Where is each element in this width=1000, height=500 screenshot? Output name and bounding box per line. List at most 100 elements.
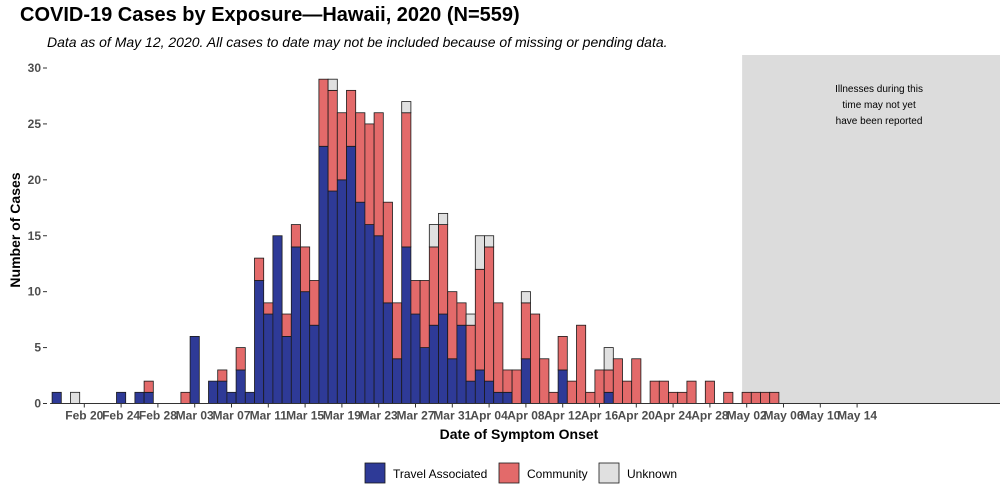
bar-community-2020-04-22 [649, 380, 660, 404]
bar-community-2020-02-27 [143, 380, 154, 393]
bar-community-2020-04-04 [484, 246, 495, 382]
x-tick-label: Apr 04 [470, 409, 508, 423]
bar-community-2020-03-15 [300, 246, 311, 293]
bar-unknown-2020-04-03 [474, 235, 485, 270]
bar-travel-2020-03-11 [263, 313, 274, 404]
x-tick-label: May 06 [763, 409, 803, 423]
bar-travel-2020-04-01 [456, 324, 467, 404]
bar-travel-2020-02-24 [116, 391, 127, 404]
bar-community-2020-03-18 [327, 89, 338, 192]
bar-community-2020-03-14 [290, 224, 301, 248]
bar-travel-2020-04-03 [474, 369, 485, 404]
bar-travel-2020-03-21 [355, 201, 366, 404]
x-tick-label: Apr 28 [691, 409, 729, 423]
x-tick-label: Apr 08 [507, 409, 545, 423]
x-tick-label: Mar 15 [286, 409, 324, 423]
x-axis-label: Date of Symptom Onset [440, 426, 599, 442]
bar-unknown-2020-03-29 [428, 224, 439, 248]
bar-community-2020-03-23 [373, 112, 384, 237]
bar-travel-2020-03-23 [373, 235, 384, 404]
bar-unknown-2020-03-30 [438, 212, 449, 225]
bar-travel-2020-03-22 [364, 224, 375, 404]
x-tick-label: Apr 20 [618, 409, 656, 423]
bar-travel-2020-03-20 [346, 145, 357, 404]
x-tick-label: May 14 [837, 409, 877, 423]
x-tick-label: Apr 16 [581, 409, 619, 423]
x-tick-label: Feb 24 [102, 409, 140, 423]
bar-community-2020-05-04 [760, 391, 771, 404]
bar-travel-2020-03-12 [272, 235, 283, 404]
bar-community-2020-04-08 [520, 302, 531, 360]
x-tick-label: Mar 07 [212, 409, 250, 423]
x-tick-label: Feb 28 [139, 409, 177, 423]
bar-community-2020-03-10 [254, 257, 265, 281]
bar-community-2020-04-18 [612, 358, 623, 404]
bar-community-2020-03-11 [263, 302, 274, 315]
unreported-period-layer: Illnesses during this time may not yet hav… [742, 55, 1000, 404]
bar-travel-2020-03-29 [428, 324, 439, 404]
bar-travel-2020-04-05 [493, 391, 504, 404]
annotation-line: time may not yet [842, 100, 916, 111]
bar-travel-2020-03-05 [208, 380, 219, 404]
bar-community-2020-03-06 [217, 369, 228, 382]
x-tick-label: Mar 11 [250, 409, 288, 423]
bar-community-2020-04-09 [530, 313, 541, 404]
chart-subtitle: Data as of May 12, 2020. All cases to da… [47, 34, 668, 50]
bar-travel-2020-03-09 [244, 391, 255, 404]
bar-travel-2020-03-03 [189, 335, 200, 404]
bar-travel-2020-03-28 [419, 347, 430, 404]
bar-community-2020-03-17 [318, 78, 329, 147]
chart-title: COVID-19 Cases by Exposure—Hawaii, 2020 … [20, 4, 520, 26]
bar-travel-2020-03-08 [235, 369, 246, 404]
bar-travel-2020-04-02 [465, 380, 476, 404]
bar-community-2020-03-20 [346, 89, 357, 147]
bar-travel-2020-03-07 [226, 391, 237, 404]
bar-community-2020-03-27 [410, 280, 421, 315]
unreported-period-shade [742, 55, 1000, 404]
bar-community-2020-04-06 [502, 369, 513, 393]
legend-swatch-travel [364, 462, 386, 484]
y-tick-label: 5 [34, 341, 41, 355]
x-tick-label: Mar 03 [176, 409, 214, 423]
bar-community-2020-04-01 [456, 302, 467, 326]
bar-travel-2020-03-15 [300, 291, 311, 404]
bar-travel-2020-03-24 [382, 302, 393, 404]
x-tick-label: Mar 19 [323, 409, 361, 423]
bar-travel-2020-03-16 [309, 324, 320, 404]
bar-community-2020-04-12 [557, 335, 568, 371]
annotation-line: Illnesses during this [835, 84, 923, 95]
x-tick-label: May 10 [800, 409, 840, 423]
y-tick-label: 30 [28, 61, 42, 75]
bar-travel-2020-03-25 [392, 358, 403, 404]
bar-community-2020-04-26 [686, 380, 697, 404]
bar-community-2020-04-24 [668, 391, 679, 404]
bar-unknown-2020-04-08 [520, 291, 531, 304]
bar-travel-2020-03-14 [290, 246, 301, 404]
bar-community-2020-03-08 [235, 347, 246, 371]
bar-community-2020-04-25 [677, 391, 688, 404]
y-tick-label: 0 [34, 397, 41, 411]
x-tick-label: Feb 20 [65, 409, 103, 423]
bar-community-2020-03-29 [428, 246, 439, 326]
x-tick-label: Mar 27 [396, 409, 434, 423]
bar-community-2020-04-16 [594, 369, 605, 404]
bar-community-2020-04-17 [603, 369, 614, 393]
bar-travel-2020-04-12 [557, 369, 568, 404]
bar-community-2020-05-02 [741, 391, 752, 404]
legend-swatch-unknown [598, 462, 620, 484]
bar-travel-2020-03-17 [318, 145, 329, 404]
y-tick-label: 10 [28, 285, 42, 299]
x-tick-label: Apr 12 [544, 409, 582, 423]
bar-community-2020-04-10 [539, 358, 550, 404]
legend: Travel Associated Community Unknown [364, 462, 677, 484]
bar-unknown-2020-02-19 [70, 391, 81, 404]
bar-community-2020-04-11 [548, 391, 559, 404]
bar-community-2020-03-30 [438, 224, 449, 315]
bar-travel-2020-03-26 [401, 246, 412, 404]
bar-unknown-2020-04-17 [603, 347, 614, 371]
x-tick-label: Apr 24 [654, 409, 692, 423]
bar-travel-2020-04-17 [603, 391, 614, 404]
x-tick-label: Mar 23 [360, 409, 398, 423]
bar-community-2020-03-22 [364, 123, 375, 225]
